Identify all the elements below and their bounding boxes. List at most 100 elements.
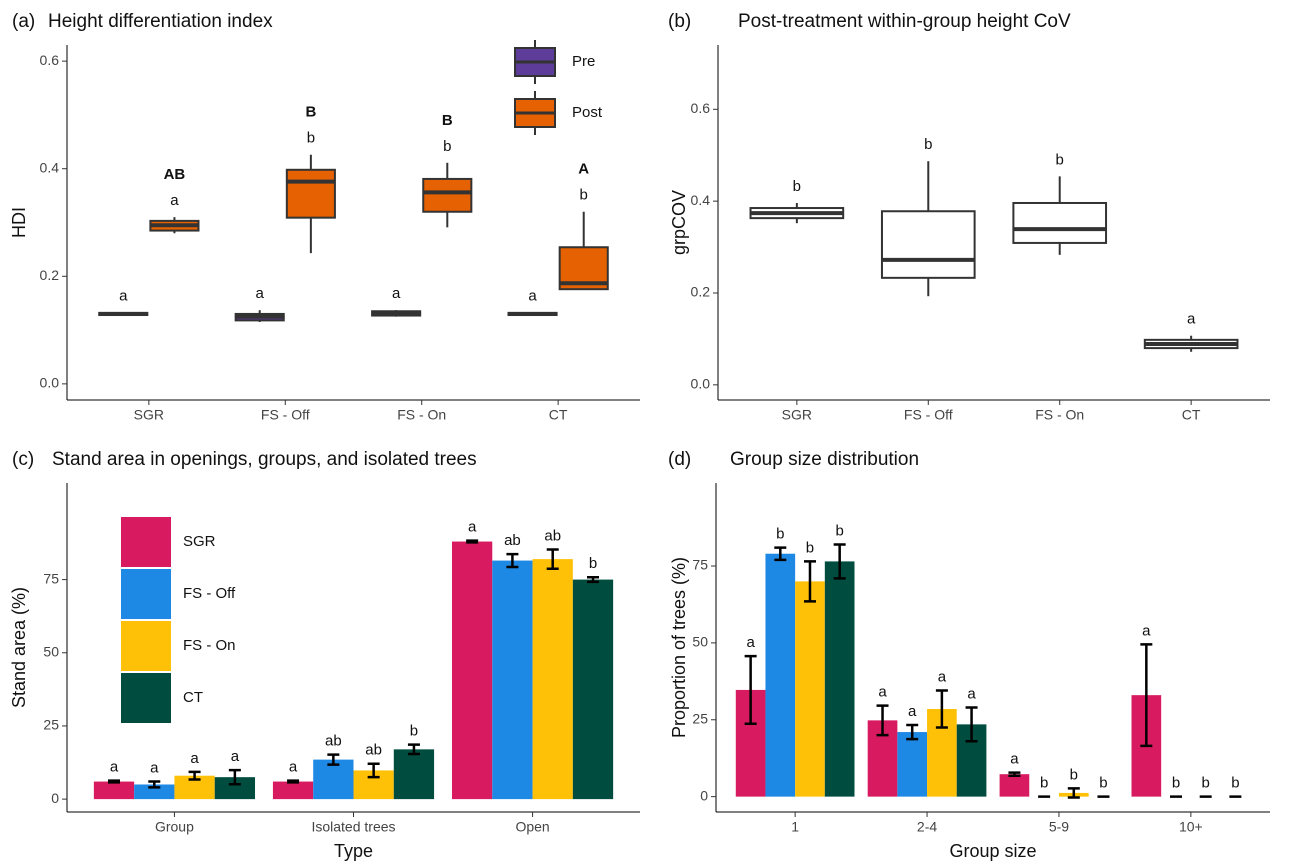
bar [393, 749, 435, 800]
y-tick-label: 0.2 [40, 267, 60, 283]
group-letter: B [442, 112, 453, 129]
group-letter: A [578, 161, 589, 178]
y-axis-title: HDI [9, 207, 29, 238]
significance-letter: b [1231, 775, 1239, 792]
significance-letter: b [776, 526, 784, 543]
bar [214, 777, 256, 800]
error-bar [774, 546, 787, 562]
y-tick-label: 0 [51, 790, 59, 806]
error-bar [1008, 771, 1021, 777]
box [285, 168, 336, 219]
error-bar [407, 743, 420, 756]
error-bar [367, 762, 380, 779]
x-tick-label: FS - Off [904, 407, 953, 423]
legend-key [121, 517, 171, 567]
y-tick-label: 0.6 [691, 100, 711, 116]
significance-letter: a [967, 685, 976, 702]
significance-letter: a [256, 285, 265, 302]
legend-label: FS - On [183, 637, 236, 654]
group-letter: B [305, 104, 316, 121]
error-bar [466, 539, 479, 544]
y-tick-label: 0.6 [40, 52, 60, 68]
error-bar [833, 543, 846, 580]
error-bar [1140, 643, 1153, 748]
x-axis-title: Group size [949, 841, 1036, 861]
significance-letter: b [443, 138, 451, 155]
bar [897, 732, 928, 797]
y-tick-label: 0.2 [691, 284, 711, 300]
significance-letter: b [589, 555, 597, 572]
significance-letter: a [170, 192, 179, 209]
bar [999, 774, 1030, 797]
x-tick-label: 1 [791, 819, 799, 835]
bar [572, 579, 614, 800]
significance-letter: a [1142, 622, 1151, 639]
legend-key [121, 673, 171, 723]
error-bar [803, 560, 816, 603]
x-tick-label: Open [515, 819, 549, 835]
bar [174, 775, 215, 800]
significance-letter: b [806, 539, 814, 556]
y-tick-label: 0.0 [40, 375, 60, 391]
legend-key [121, 569, 171, 619]
significance-letter: b [793, 178, 801, 195]
significance-letter: a [528, 287, 537, 304]
significance-letter: b [410, 723, 418, 740]
x-tick-label: 5-9 [1049, 819, 1069, 835]
error-bar [744, 654, 757, 726]
significance-letter: b [835, 522, 843, 539]
bar [451, 541, 493, 800]
panel-title: Post-treatment within-group height CoV [738, 11, 1071, 32]
error-bar [935, 689, 948, 729]
error-bar [327, 753, 340, 766]
legend-label: SGR [183, 533, 216, 550]
significance-letter: b [580, 187, 588, 204]
x-tick-label: Isolated trees [311, 819, 395, 835]
significance-letter: a [289, 759, 298, 776]
x-tick-label: FS - Off [261, 407, 310, 423]
error-bar [506, 552, 519, 569]
significance-letter: a [908, 703, 917, 720]
significance-letter: b [1172, 775, 1180, 792]
bar [532, 559, 573, 800]
x-tick-label: 2-4 [917, 819, 937, 835]
significance-letter: a [231, 748, 240, 765]
legend-key [121, 621, 171, 671]
panel-label: (c) [12, 449, 34, 470]
significance-letter: a [1010, 751, 1019, 768]
legend-label: CT [183, 689, 203, 706]
significance-letter: b [1056, 151, 1064, 168]
x-axis-title: Type [334, 841, 373, 861]
y-tick-label: 0.0 [691, 376, 711, 392]
panel-title: Group size distribution [730, 449, 919, 470]
significance-letter: ab [544, 527, 561, 544]
y-tick-label: 50 [43, 643, 59, 659]
bar [795, 581, 825, 797]
x-tick-label: SGR [134, 407, 164, 423]
panel-title: Stand area in openings, groups, and isol… [52, 449, 477, 470]
error-bar [1067, 787, 1080, 799]
significance-letter: a [110, 759, 119, 776]
significance-letter: a [392, 285, 401, 302]
significance-letter: a [878, 684, 887, 701]
y-tick-label: 50 [692, 634, 708, 650]
error-bar [228, 768, 241, 786]
box [1012, 201, 1108, 244]
x-tick-label: Group [155, 819, 194, 835]
significance-letter: b [1070, 766, 1078, 783]
panel-label: (a) [12, 11, 35, 32]
y-tick-label: 0.4 [691, 192, 711, 208]
significance-letter: ab [365, 742, 382, 759]
significance-letter: a [150, 760, 159, 777]
significance-letter: ab [504, 532, 521, 549]
y-tick-label: 75 [692, 557, 708, 573]
box [880, 210, 976, 279]
panel-label: (d) [668, 449, 691, 470]
legend-label: Pre [572, 53, 595, 70]
error-bar [188, 770, 201, 781]
bar [93, 781, 135, 800]
y-tick-label: 25 [692, 710, 708, 726]
bar [765, 553, 796, 797]
y-tick-label: 0 [700, 787, 708, 803]
